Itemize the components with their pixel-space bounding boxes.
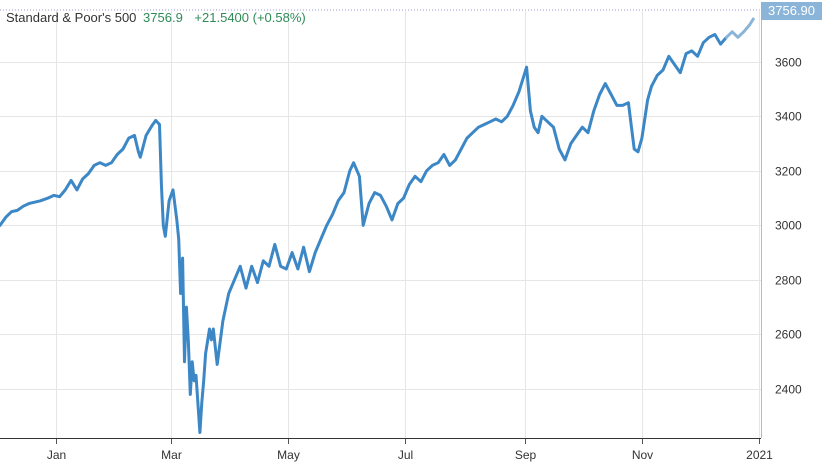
x-tick-label: May bbox=[277, 448, 300, 462]
label-layer: 2400 2600 2800 3000 3200 3400 3600 Jan Mar May Jul… bbox=[47, 56, 802, 463]
line-layer bbox=[0, 17, 755, 434]
x-tick-label: Jan bbox=[47, 448, 66, 462]
series-line-latest bbox=[724, 17, 755, 39]
chart-header: Standard & Poor's 500 3756.9 +21.5400 (+… bbox=[6, 10, 306, 25]
y-tick-label: 3600 bbox=[775, 56, 802, 70]
y-tick-label: 3200 bbox=[775, 165, 802, 179]
x-tick-label: Mar bbox=[161, 448, 182, 462]
grid-layer bbox=[0, 9, 761, 438]
y-tick-label: 2800 bbox=[775, 274, 802, 288]
x-tick-label: Jul bbox=[398, 448, 413, 462]
index-change: +21.5400 (+0.58%) bbox=[194, 10, 306, 25]
x-tick-label: 2021 bbox=[746, 448, 773, 462]
index-value: 3756.9 bbox=[143, 10, 183, 25]
y-tick-label: 3400 bbox=[775, 110, 802, 124]
y-tick-label: 2400 bbox=[775, 383, 802, 397]
y-tick-label: 2600 bbox=[775, 328, 802, 342]
y-tick-label: 3000 bbox=[775, 219, 802, 233]
last-price-badge: 3756.90 bbox=[761, 2, 822, 20]
axis-layer bbox=[0, 10, 762, 444]
index-name: Standard & Poor's 500 bbox=[6, 10, 137, 25]
x-tick-label: Nov bbox=[632, 448, 653, 462]
series-line bbox=[0, 33, 728, 434]
x-tick-label: Sep bbox=[515, 448, 537, 462]
